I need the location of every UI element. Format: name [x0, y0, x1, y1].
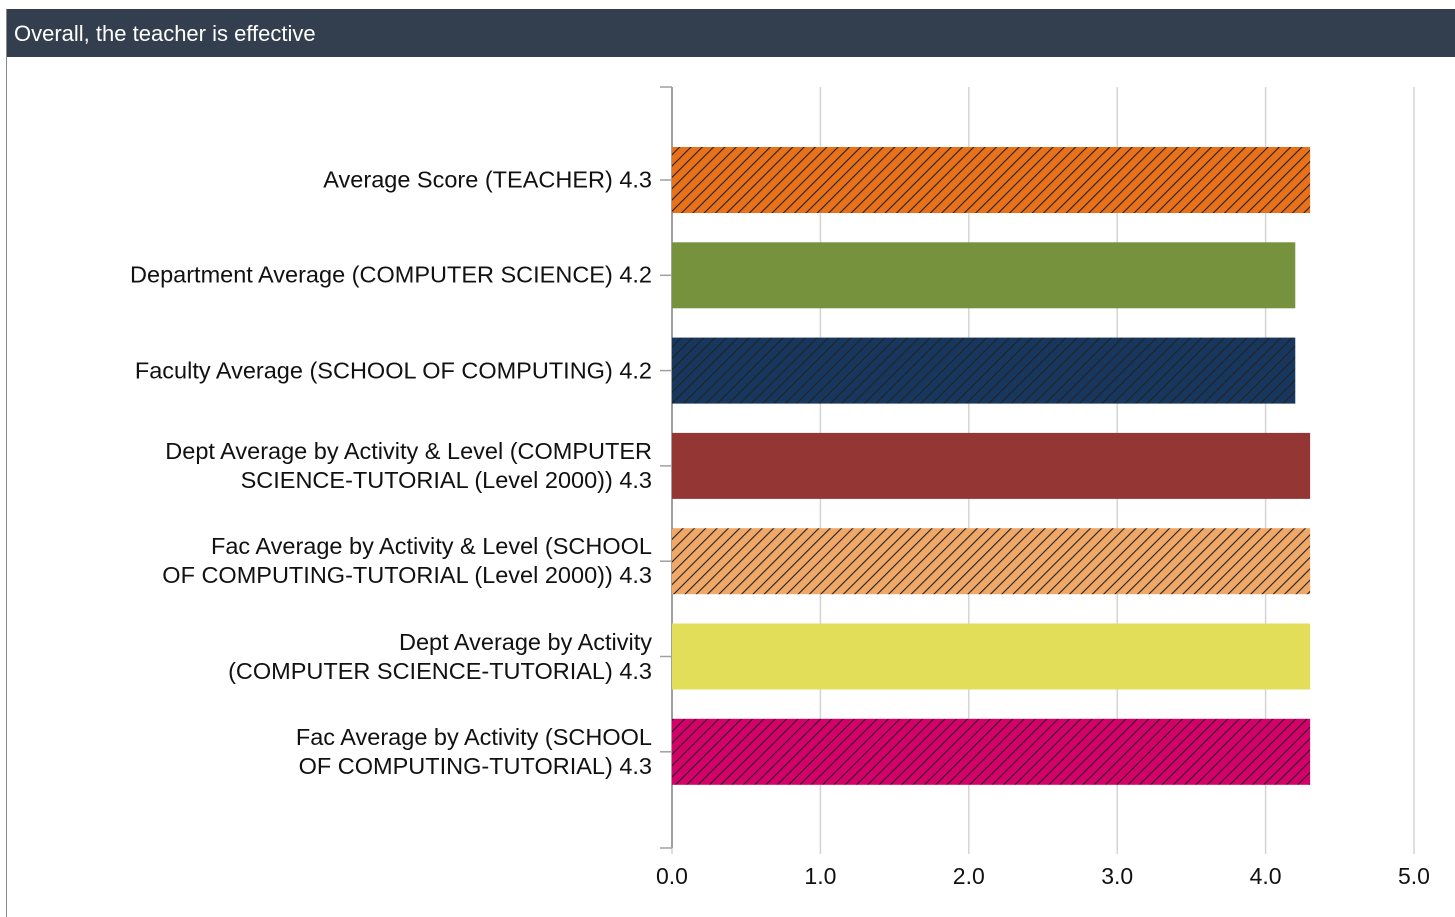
y-tick-label: Department Average (COMPUTER SCIENCE) 4.…: [130, 261, 652, 288]
bar: [672, 623, 1311, 690]
y-tick-label: Faculty Average (SCHOOL OF COMPUTING) 4.…: [134, 357, 652, 384]
y-tick-label: Dept Average by Activity (COMPUTER SCIEN…: [228, 628, 652, 684]
y-tick-label: Fac Average by Activity & Level (SCHOOL …: [162, 533, 652, 589]
bar: [672, 242, 1296, 309]
y-tick-label: Fac Average by Activity (SCHOOL OF COMPU…: [295, 723, 652, 779]
bar: [672, 337, 1296, 404]
bar: [672, 147, 1311, 213]
x-tick-label: 3.0: [1101, 863, 1133, 889]
x-tick-label: 1.0: [804, 863, 836, 889]
y-tick-label: Dept Average by Activity & Level (COMPUT…: [165, 437, 652, 493]
x-tick-label: 0.0: [656, 863, 688, 889]
y-tick-label: Average Score (TEACHER) 4.3: [323, 166, 652, 193]
x-tick-label: 2.0: [953, 863, 985, 889]
panel-title: Overall, the teacher is effective: [7, 9, 1455, 57]
bar: [672, 528, 1311, 595]
x-tick-label: 5.0: [1398, 863, 1430, 889]
bar: [672, 718, 1311, 785]
x-tick-label: 4.0: [1250, 863, 1282, 889]
bar: [672, 432, 1311, 499]
